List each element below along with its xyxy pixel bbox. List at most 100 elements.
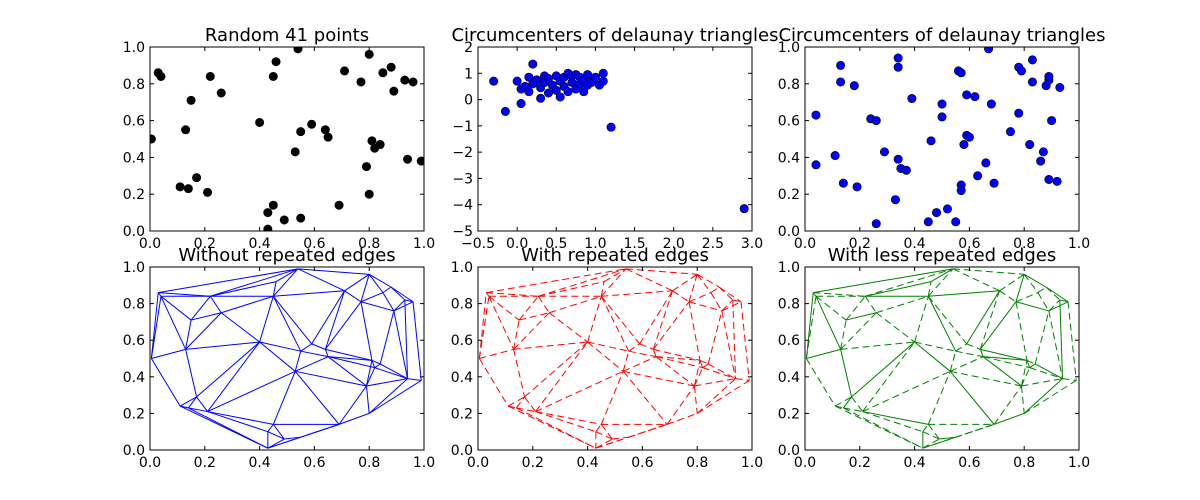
triangulation-edge	[393, 310, 409, 379]
triangulation-edge	[360, 301, 394, 312]
data-point	[986, 99, 996, 109]
data-point	[500, 106, 510, 116]
triangulation-edge	[928, 290, 1000, 297]
triangulation-edge	[922, 438, 940, 449]
triangulation-edge	[360, 274, 370, 302]
triangulation-edge	[983, 356, 1027, 361]
triangulation-edge	[185, 349, 198, 398]
x-tick-label: 0.2	[194, 455, 216, 471]
data-point	[830, 151, 840, 161]
triangulation-edge	[207, 411, 274, 425]
data-point	[524, 87, 534, 97]
data-point	[1047, 116, 1057, 126]
triangulation-edge	[840, 319, 847, 350]
y-tick-label: 0.4	[123, 370, 145, 386]
triangulation-edge	[845, 295, 866, 321]
triangulation-edge	[927, 296, 957, 352]
triangulation-edge	[914, 296, 929, 343]
triangulation-edge	[600, 424, 613, 440]
data-point	[973, 171, 983, 181]
triangulation-edge	[625, 268, 698, 275]
triangulation-edge	[371, 360, 376, 368]
y-tick-label: 0.2	[123, 187, 145, 203]
x-tick-label: 0.2	[194, 236, 216, 252]
subplot-title: Circumcenters of delaunay triangles	[778, 25, 1105, 46]
y-tick-label: 0.6	[123, 114, 145, 130]
data-point	[937, 99, 947, 109]
plot-area	[478, 268, 750, 449]
triangulation-edge	[478, 358, 509, 407]
data-point	[271, 57, 281, 67]
x-tick-label: 0.0	[139, 455, 161, 471]
triangulation-edge	[160, 295, 192, 321]
triangulation-edge	[294, 370, 340, 425]
data-point	[150, 134, 156, 144]
triangulation-edge	[999, 290, 1017, 303]
triangulation-edge	[587, 341, 624, 372]
subplot-title: Random 41 points	[205, 25, 369, 46]
data-point	[293, 47, 303, 54]
triangulation-edge	[324, 301, 362, 350]
x-tick-label: 0.8	[1013, 455, 1035, 471]
triangulation-edge	[840, 312, 877, 350]
data-point	[964, 132, 974, 142]
triangulation-edge	[187, 396, 197, 409]
data-point	[489, 76, 499, 86]
triangulation-edge	[295, 370, 367, 387]
x-tick-label: −0.5	[461, 236, 495, 252]
triangulation-edge	[693, 360, 701, 387]
triangulation-edge	[272, 281, 277, 297]
triangulation-edge	[150, 358, 181, 407]
triangulation-edge	[1023, 274, 1039, 293]
triangulation-edge	[922, 431, 940, 440]
triangulation-edge	[548, 312, 588, 343]
triangulation-edge	[862, 411, 929, 425]
triangulation-edge	[603, 268, 627, 283]
y-tick-label: 1	[464, 66, 473, 82]
triangulation-edge	[993, 412, 1025, 425]
data-point	[1014, 108, 1024, 118]
triangulation-edge	[656, 356, 700, 361]
data-point	[375, 140, 385, 150]
triangulation-edge	[150, 292, 159, 359]
triangulation-edge	[327, 356, 367, 387]
triangulation-edge	[862, 341, 916, 412]
x-tick-label: 0.8	[358, 236, 380, 252]
triangulation-edge	[513, 341, 588, 350]
triangulation-edge	[190, 312, 222, 321]
triangulation-edge	[535, 411, 602, 425]
triangulation-edge	[914, 341, 956, 352]
triangulation-edge	[628, 350, 657, 358]
data-point	[361, 162, 371, 172]
triangulation-edge	[379, 363, 408, 380]
triangulation-edge	[851, 396, 863, 412]
triangulation-edge	[513, 312, 550, 350]
data-point	[838, 178, 848, 188]
triangulation-edge	[272, 296, 302, 352]
triangulation-edge	[721, 301, 742, 312]
triangulation-edge	[834, 396, 852, 407]
triangulation-edge	[865, 268, 954, 297]
triangulation-edge	[982, 356, 1022, 387]
y-tick-label: 0.2	[778, 406, 800, 422]
data-point	[907, 94, 917, 104]
triangulation-edge	[710, 286, 720, 294]
triangulation-edge	[1067, 301, 1077, 381]
triangulation-edge	[652, 349, 657, 357]
triangulation-edge	[1021, 367, 1031, 387]
data-point	[879, 147, 889, 157]
y-tick-label: 0.2	[123, 406, 145, 422]
x-tick-label: 0.0	[139, 236, 161, 252]
triangulation-edge	[1048, 310, 1064, 379]
x-tick-label: 0.5	[545, 236, 567, 252]
triangulation-edge	[485, 292, 490, 297]
axes-frame	[477, 266, 753, 451]
triangulation-edge	[1029, 367, 1063, 380]
triangulation-edge	[538, 281, 605, 297]
y-tick-label: 0.0	[123, 443, 145, 459]
triangulation-edge	[688, 292, 712, 303]
y-tick-label: 0.0	[123, 224, 145, 240]
triangulation-edge	[488, 295, 520, 321]
triangulation-edge	[272, 371, 296, 425]
x-tick-label: 0.6	[303, 236, 325, 252]
